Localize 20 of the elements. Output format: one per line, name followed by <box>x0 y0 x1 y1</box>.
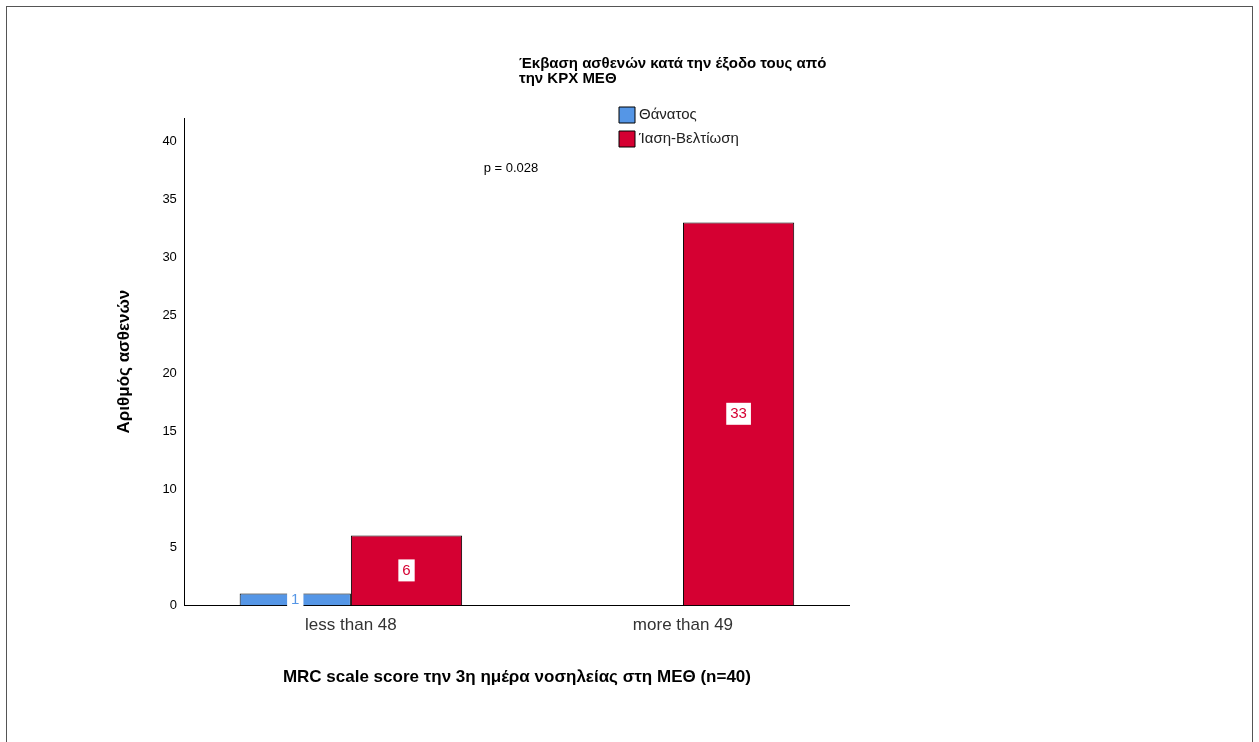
y-tick-label: 25 <box>162 306 177 322</box>
legend-title: Έκβαση ασθενών κατά την έξοδο τους από την ΚΡΧ ΜΕΘ <box>519 54 827 86</box>
legend-label: Ίαση-Βελτίωση <box>638 129 739 147</box>
y-tick-label: 30 <box>162 248 177 264</box>
annotation: p = 0.028 <box>483 159 539 175</box>
y-tick-label: 40 <box>162 132 177 148</box>
legend-label: Θάνατος <box>639 105 697 123</box>
data-label: 33 <box>730 403 747 421</box>
y-tick-label: 15 <box>162 422 177 438</box>
y-tick-label: 10 <box>162 480 177 496</box>
y-tick-label: 0 <box>169 596 177 612</box>
y-tick-label: 20 <box>162 364 177 380</box>
data-label: 1 <box>291 589 300 607</box>
y-axis-title: Αριθμός ασθενών <box>113 289 133 434</box>
x-tick-label: more than 49 <box>632 615 734 635</box>
data-label: 6 <box>402 560 411 578</box>
y-tick-label: 5 <box>169 538 177 554</box>
x-tick-label: less than 48 <box>305 615 397 635</box>
x-axis-title: MRC scale score την 3η ημέρα νοσηλείας στη ΜΕΘ (n=40) <box>282 667 751 687</box>
y-tick-label: 35 <box>162 190 177 206</box>
